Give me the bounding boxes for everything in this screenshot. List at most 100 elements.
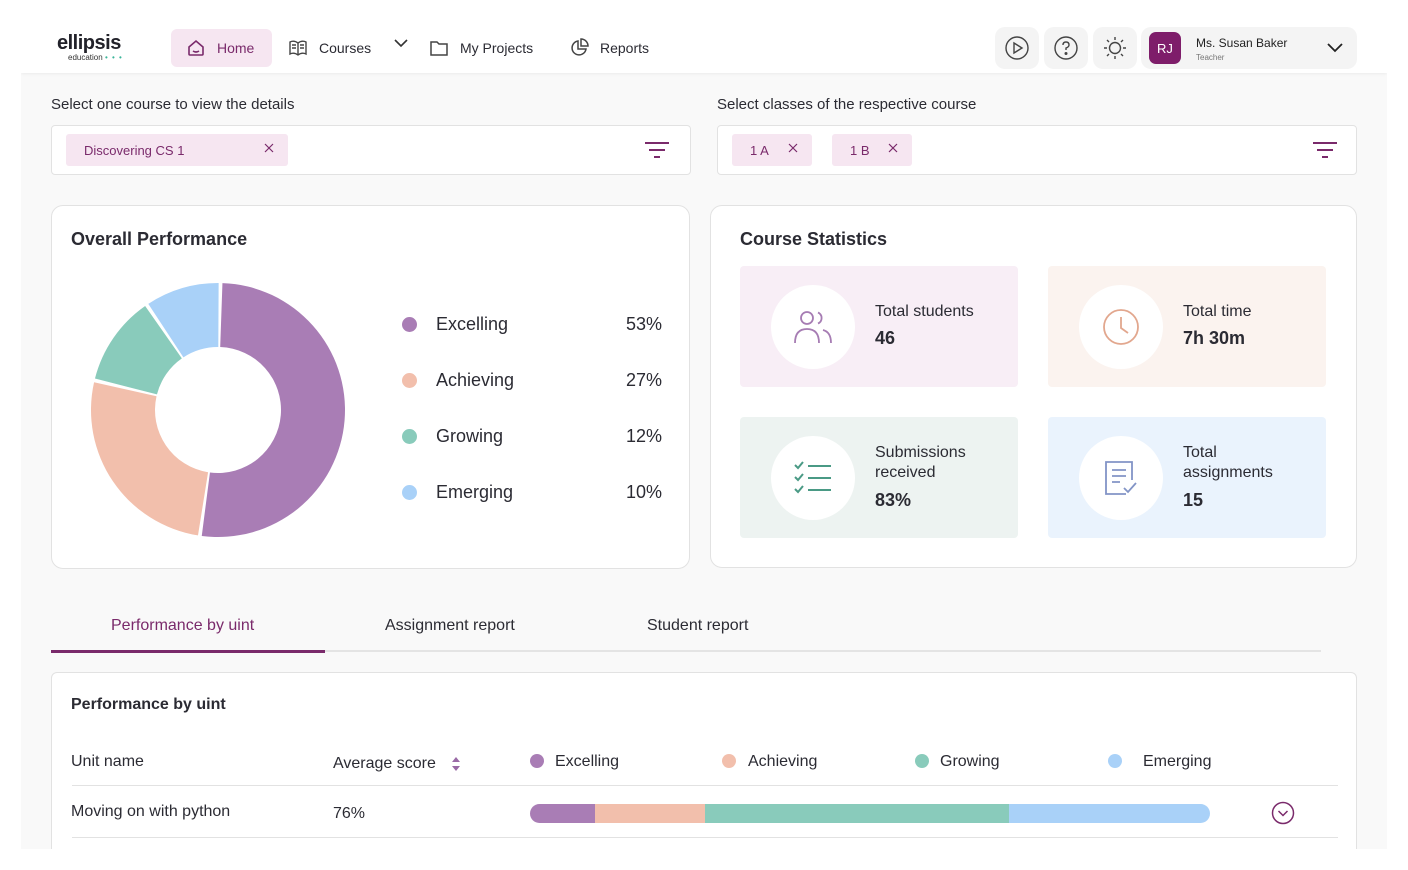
- class-chip-label: 1 A: [750, 142, 769, 158]
- overall-performance-title: Overall Performance: [71, 229, 248, 249]
- class-chip[interactable]: 1 A: [732, 134, 812, 166]
- column-header-excelling: Excelling: [530, 753, 619, 771]
- checklist-icon: [794, 461, 831, 494]
- legend-dot: [402, 373, 417, 388]
- nav-courses[interactable]: Courses: [288, 29, 371, 67]
- help-button[interactable]: [1044, 27, 1088, 69]
- stat-total-students: Total students 46: [740, 266, 1018, 387]
- stat-submissions: Submissions received 83%: [740, 417, 1018, 538]
- tab-active-indicator: [51, 650, 325, 653]
- stat-label: Total students: [875, 303, 974, 320]
- chevron-down-icon[interactable]: [394, 38, 408, 48]
- stat-label: received: [875, 464, 936, 481]
- close-icon[interactable]: [788, 143, 798, 153]
- stat-icon-circle: [1079, 436, 1163, 520]
- performance-donut-chart: [91, 283, 346, 537]
- chevron-down-icon[interactable]: [1327, 41, 1343, 53]
- filter-icon[interactable]: [1312, 140, 1338, 160]
- course-select-label: Select one course to view the details: [51, 96, 295, 113]
- legend-emerging: Emerging 10%: [402, 480, 662, 504]
- overall-performance-card: Overall Performance Excelling 53% Achiev…: [51, 205, 690, 569]
- column-header-emerging: Emerging: [1108, 753, 1211, 771]
- tab-assignment-report[interactable]: Assignment report: [385, 617, 515, 634]
- legend-label: Excelling: [436, 314, 509, 334]
- stat-label: Total: [1183, 444, 1217, 461]
- stat-value: 7h 30m: [1183, 328, 1246, 348]
- legend-dot: [722, 754, 736, 768]
- nav-reports[interactable]: Reports: [569, 29, 649, 67]
- legend-label: Achieving: [436, 370, 515, 390]
- folder-icon: [430, 41, 448, 56]
- stat-label: assignments: [1183, 464, 1273, 481]
- course-select[interactable]: Discovering CS 1: [51, 125, 691, 175]
- brand-logo[interactable]: ellipsis education • • •: [57, 32, 122, 62]
- column-header-label: Emerging: [1143, 753, 1212, 770]
- course-chip[interactable]: Discovering CS 1: [66, 134, 288, 166]
- theme-toggle-button[interactable]: [1093, 27, 1137, 69]
- sun-icon: [1104, 37, 1126, 59]
- stat-icon-circle: [771, 436, 855, 520]
- row-divider: [72, 837, 1338, 838]
- app-frame: ellipsis education • • • Home Courses My…: [21, 0, 1387, 849]
- legend-achieving: Achieving 27%: [402, 368, 662, 392]
- donut-slice-emerging[interactable]: [148, 283, 219, 358]
- legend-dot: [402, 317, 417, 332]
- donut-slice-growing[interactable]: [94, 305, 182, 395]
- document-check-icon: [1105, 461, 1137, 495]
- donut-slice-achieving[interactable]: [91, 382, 209, 536]
- stat-total-assignments: Total assignments 15: [1048, 417, 1326, 538]
- brand-sub-text: education: [68, 53, 103, 62]
- expand-row-icon[interactable]: [1271, 801, 1295, 825]
- legend-dot: [530, 754, 544, 768]
- clock-icon: [1103, 309, 1139, 345]
- user-role: Teacher: [1196, 53, 1225, 62]
- help-icon: [1054, 36, 1078, 60]
- top-bar: ellipsis education • • • Home Courses My…: [21, 0, 1387, 73]
- tab-student-report[interactable]: Student report: [647, 617, 749, 634]
- column-header-growing: Growing: [915, 753, 1000, 771]
- table-title: Performance by uint: [71, 696, 226, 713]
- book-icon: [289, 40, 307, 56]
- performance-table-card: Performance by uint Unit name Average sc…: [51, 672, 1357, 849]
- column-header-unit: Unit name: [71, 753, 144, 770]
- legend-label: Growing: [436, 426, 504, 446]
- home-icon: [188, 39, 204, 56]
- nav-reports-label: Reports: [600, 40, 650, 56]
- bar-segment-excelling: [530, 804, 595, 823]
- users-icon: [794, 311, 832, 344]
- legend-pct: 27%: [625, 370, 662, 390]
- course-statistics-title: Course Statistics: [740, 229, 888, 249]
- column-header-achieving: Achieving: [722, 753, 817, 771]
- close-icon[interactable]: [264, 143, 274, 153]
- class-chip-label: 1 B: [850, 142, 870, 158]
- user-menu[interactable]: RJ Ms. Susan Baker Teacher: [1141, 27, 1357, 69]
- bar-segment-achieving: [594, 804, 705, 823]
- column-header-score[interactable]: Average score: [333, 755, 460, 773]
- tab-performance-by-unit[interactable]: Performance by uint: [111, 617, 255, 634]
- column-header-label: Excelling: [555, 753, 620, 770]
- legend-pct: 10%: [625, 482, 662, 502]
- filter-icon[interactable]: [644, 140, 670, 160]
- stat-value: 83%: [875, 490, 912, 510]
- stat-value: 46: [875, 328, 896, 348]
- legend-growing: Growing 12%: [402, 424, 662, 448]
- class-chip[interactable]: 1 B: [832, 134, 912, 166]
- nav-home[interactable]: Home: [171, 29, 272, 67]
- stat-icon-circle: [771, 285, 855, 369]
- close-icon[interactable]: [888, 143, 898, 153]
- nav-my-projects[interactable]: My Projects: [429, 29, 533, 67]
- donut-slice-excelling[interactable]: [201, 283, 346, 537]
- class-select[interactable]: 1 A 1 B: [717, 125, 1357, 175]
- tab-divider: [51, 650, 1321, 652]
- column-header-score-label: Average score: [333, 755, 436, 772]
- legend-label: Emerging: [436, 482, 514, 502]
- nav-my-projects-label: My Projects: [460, 40, 534, 56]
- legend-dot: [402, 429, 417, 444]
- performance-bar: [530, 804, 1210, 823]
- play-button[interactable]: [995, 27, 1039, 69]
- play-icon: [1005, 36, 1029, 60]
- stat-value: 15: [1183, 490, 1204, 510]
- course-chip-label: Discovering CS 1: [84, 142, 185, 158]
- sort-icon[interactable]: [451, 756, 461, 772]
- avatar: RJ: [1149, 32, 1181, 64]
